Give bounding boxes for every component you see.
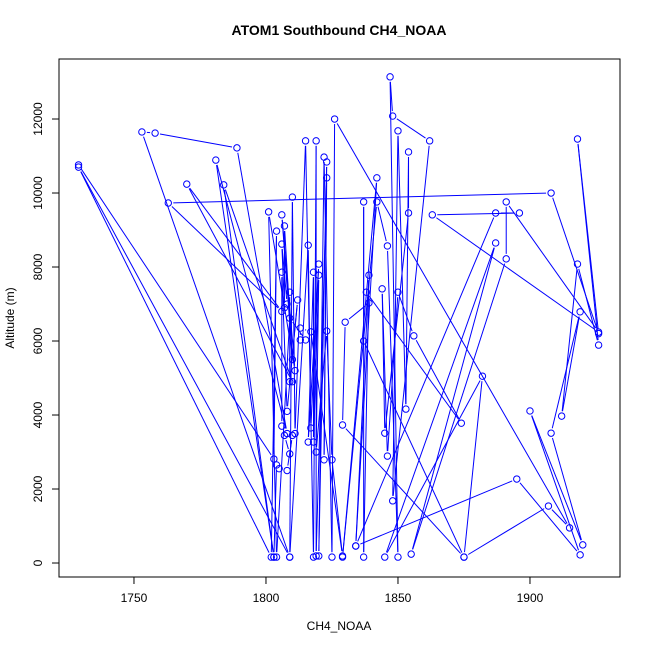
y-tick-label: 2000 bbox=[31, 475, 45, 502]
x-tick-label: 1850 bbox=[385, 591, 412, 605]
y-tick-label: 10000 bbox=[31, 176, 45, 210]
y-tick-label: 4000 bbox=[31, 401, 45, 428]
x-axis-label: CH4_NOAA bbox=[307, 619, 372, 633]
y-tick-label: 12000 bbox=[31, 102, 45, 136]
y-tick-label: 6000 bbox=[31, 327, 45, 354]
x-tick-label: 1900 bbox=[517, 591, 544, 605]
x-tick-label: 1800 bbox=[253, 591, 280, 605]
y-axis-label: Altitude (m) bbox=[3, 287, 17, 348]
chart-title: ATOM1 Southbound CH4_NOAA bbox=[232, 22, 447, 38]
y-tick-label: 8000 bbox=[31, 253, 45, 280]
y-tick-label: 0 bbox=[31, 559, 45, 566]
x-tick-label: 1750 bbox=[121, 591, 148, 605]
